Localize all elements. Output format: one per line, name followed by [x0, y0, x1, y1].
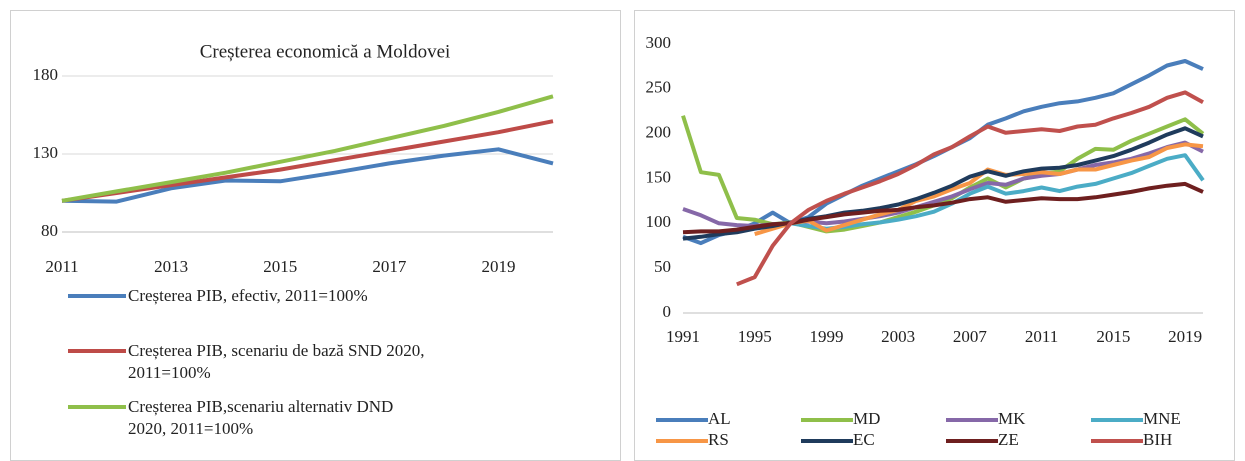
y-tick-label: 130 — [33, 143, 59, 162]
x-tick-label: 2013 — [154, 257, 188, 276]
legend-label: EC — [853, 430, 875, 449]
x-tick-label: 2007 — [953, 327, 988, 346]
series-line — [61, 147, 554, 204]
series-line — [61, 119, 554, 203]
series-line — [61, 94, 554, 203]
legend-label: BIH — [1143, 430, 1172, 449]
legend-label: MD — [853, 409, 880, 428]
legend-swatch — [68, 294, 126, 298]
x-tick-label: 1995 — [738, 327, 772, 346]
x-tick-label: 2019 — [481, 257, 515, 276]
legend-label: AL — [708, 409, 731, 428]
x-tick-label: 2011 — [45, 257, 78, 276]
panel — [10, 10, 621, 461]
legend-swatch — [68, 349, 126, 353]
series-line — [682, 181, 1204, 235]
y-tick-label: 50 — [654, 257, 671, 276]
x-tick-label: 2019 — [1168, 327, 1202, 346]
legend-label: MK — [998, 409, 1026, 428]
x-tick-label: 2015 — [263, 257, 297, 276]
legend-label: Creșterea PIB,scenariu alternativ DND 20… — [128, 397, 394, 438]
series-line — [790, 153, 1205, 231]
x-tick-label: 1999 — [809, 327, 843, 346]
y-tick-label: 100 — [646, 212, 672, 231]
y-tick-label: 250 — [646, 78, 672, 97]
y-tick-label: 150 — [646, 167, 672, 186]
legend-label: MNE — [1143, 409, 1181, 428]
x-tick-label: 2017 — [372, 257, 407, 276]
y-tick-label: 200 — [646, 123, 672, 142]
legend-label: RS — [708, 430, 729, 449]
y-tick-label: 180 — [33, 65, 59, 84]
y-tick-label: 0 — [663, 302, 672, 321]
series-line — [754, 142, 1204, 237]
x-tick-label: 2011 — [1025, 327, 1058, 346]
y-tick-label: 80 — [41, 221, 58, 240]
series-line — [736, 90, 1204, 287]
x-tick-label: 1991 — [666, 327, 700, 346]
chart-title: Creșterea economică a Moldovei — [200, 41, 451, 62]
legend-label: Creșterea PIB, efectiv, 2011=100% — [128, 286, 368, 305]
x-tick-label: 2015 — [1096, 327, 1130, 346]
legend-label: Creșterea PIB, scenariu de bază SND 2020… — [128, 341, 425, 382]
series-line — [682, 140, 1204, 228]
legend-swatch — [68, 405, 126, 409]
x-tick-label: 2003 — [881, 327, 915, 346]
y-tick-label: 300 — [646, 33, 672, 52]
legend-label: ZE — [998, 430, 1019, 449]
